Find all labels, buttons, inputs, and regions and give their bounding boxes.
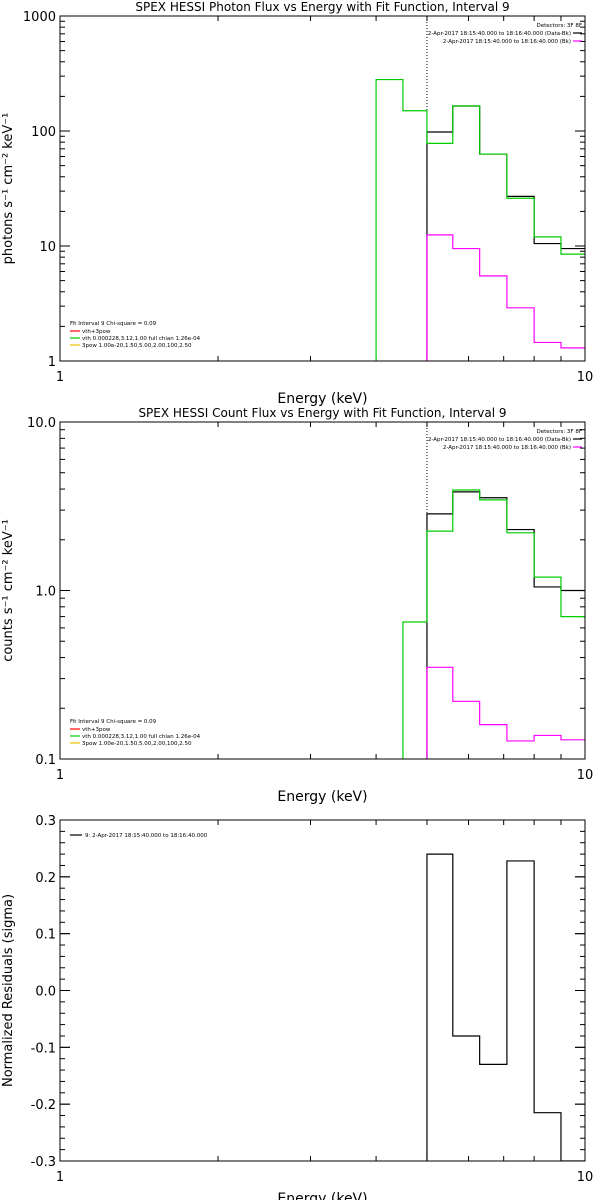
y-tick-label: 1.0 [35,585,56,600]
series-line-1 [426,853,585,1161]
y-tick-label: -0.3 [31,1155,56,1170]
x-tick-label: 1 [56,1170,64,1185]
series-line-1 [426,491,585,759]
legend-header: Detectors: 3F 8F [536,429,582,435]
fit-legend-entry: vth 0.000228,3.12,1.00 full chian 1.26e-… [82,336,201,342]
x-axis-label: Energy (keV) [277,789,367,805]
y-tick-label: 100 [31,125,56,140]
y-tick-label: 0.1 [35,753,56,768]
fit-legend-header: Fit Interval 9 Chi-square = 0.09 [70,321,157,327]
y-tick-label: -0.1 [31,1041,56,1056]
y-tick-label: 1 [48,355,56,370]
residual-legend-entry: 9: 2-Apr-2017 18:15:40.000 to 18:16:40.0… [85,833,208,839]
x-tick-label: 10 [577,1170,594,1185]
fit-legend-header: Fit Interval 9 Chi-square = 0.09 [70,719,157,725]
y-tick-label: 1000 [23,10,56,25]
y-tick-label: 0.2 [35,871,56,886]
legend-entry: 2-Apr-2017 18:15:40.000 to 18:16:40.000 … [443,445,571,451]
legend-entry: 2-Apr-2017 18:15:40.000 to 18:16:40.000 … [443,39,571,45]
series-group [402,489,585,759]
series-line-3 [375,78,585,361]
y-tick-label: 0.1 [35,928,56,943]
chart-panel-2: SPEX HESSI Count Flux vs Energy with Fit… [1,406,593,805]
y-tick-label: -0.2 [31,1098,56,1113]
legend-header: Detectors: 3F 8F [536,23,582,29]
x-tick-label: 10 [577,370,594,385]
x-tick-label: 1 [56,768,64,783]
plot-frame [59,421,586,760]
series-line-3 [402,489,585,759]
y-tick-label: 10.0 [27,416,56,431]
chart-title: SPEX HESSI Count Flux vs Energy with Fit… [138,406,506,420]
fit-legend-entry: 3pow 1.00e-20,1.50,5.00,2.00,100,2.50 [82,741,192,747]
y-axis-label: Normalized Residuals (sigma) [1,894,16,1087]
plot-frame [59,15,586,362]
fit-legend-entry: vth+3pow [82,329,111,335]
series-group [426,853,585,1161]
x-axis-label: Energy (keV) [277,1191,367,1200]
x-axis-label: Energy (keV) [277,391,367,407]
chart-panel-1: SPEX HESSI Photon Flux vs Energy with Fi… [1,0,593,407]
y-tick-label: 0.3 [35,814,56,829]
series-group [375,78,585,361]
y-tick-label: 0.0 [35,985,56,1000]
legend-entry: 2-Apr-2017 18:15:40.000 to 18:16:40.000 … [428,437,571,443]
legend-entry: 2-Apr-2017 18:15:40.000 to 18:16:40.000 … [428,31,571,37]
y-axis-label: photons s⁻¹ cm⁻² keV⁻¹ [1,113,16,265]
plot-frame [59,819,586,1162]
fit-legend-entry: vth+3pow [82,727,111,733]
x-tick-label: 1 [56,370,64,385]
x-tick-label: 10 [577,768,594,783]
fit-legend-entry: vth 0.000228,3.12,1.00 full chian 1.26e-… [82,734,201,740]
chart-title: SPEX HESSI Photon Flux vs Energy with Fi… [135,0,509,14]
y-axis-label: counts s⁻¹ cm⁻² keV⁻¹ [1,519,16,662]
series-line-2 [426,666,585,759]
fit-legend-entry: 3pow 1.00e-20,1.50,5.00,2.00,100,2.50 [82,343,192,349]
chart-panel-3: 1 10 -0.3 -0.2 -0.1 0.0 0.1 0.2 0.3 Energy (keV) N… [1,814,593,1200]
series-line-2 [426,234,585,361]
y-tick-label: 10 [39,240,56,255]
